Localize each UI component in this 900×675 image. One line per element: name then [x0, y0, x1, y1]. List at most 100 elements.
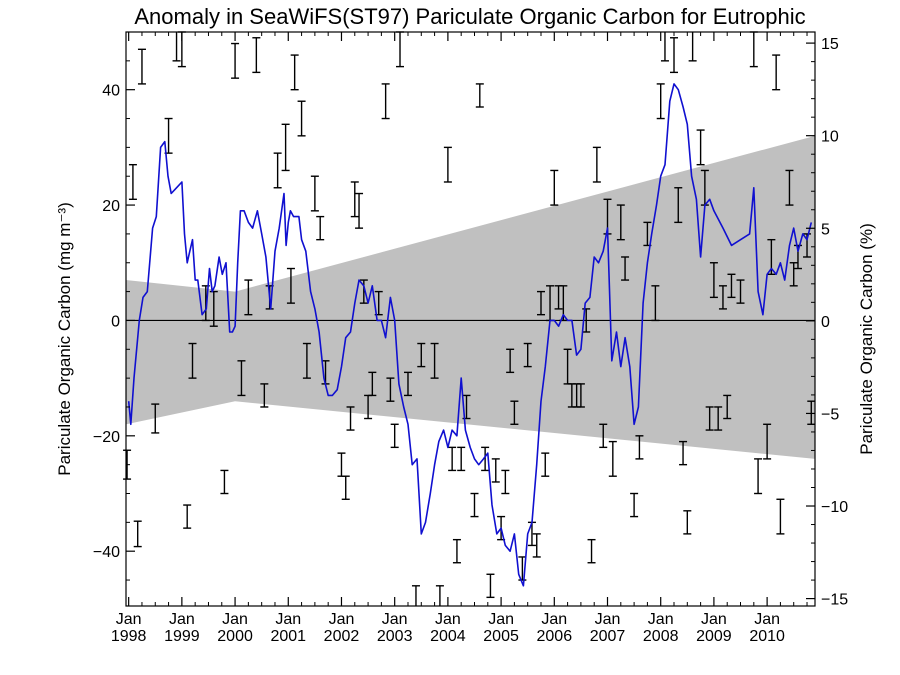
y-axis-label-right: Pariculate Organic Carbon (%): [857, 223, 876, 454]
x-tick-label-year: 2006: [537, 628, 573, 645]
error-bar: [599, 423, 608, 449]
x-tick-label-month: Jan: [275, 611, 301, 628]
error-bar: [486, 573, 495, 599]
error-bar: [491, 458, 500, 483]
error-bar: [630, 492, 639, 518]
error-bar: [183, 504, 192, 529]
error-bar: [452, 538, 461, 564]
error-bar: [763, 423, 772, 460]
error-bar: [749, 31, 758, 68]
error-bar: [244, 279, 253, 316]
error-bar: [128, 163, 137, 200]
error-bar: [316, 215, 325, 241]
error-bar: [172, 32, 181, 62]
plot-frame: [125, 31, 816, 607]
error-bar: [133, 520, 142, 548]
error-bar: [736, 279, 745, 304]
error-bar: [621, 256, 630, 281]
error-bar: [754, 458, 763, 495]
error-bar: [359, 279, 368, 304]
x-tick-label-month: Jan: [435, 611, 461, 628]
error-bar: [237, 360, 246, 397]
error-bar: [457, 446, 466, 472]
y-tick-label-right: −5: [821, 406, 839, 423]
x-tick-label-year: 2007: [590, 628, 626, 645]
error-bar: [396, 31, 405, 68]
error-bar: [510, 400, 519, 425]
error-bar: [231, 42, 240, 79]
error-bar: [137, 48, 146, 85]
y-axis-label-left: Pariculate Organic Carbon (mg m⁻³): [55, 202, 74, 476]
x-tick-label-month: Jan: [648, 611, 674, 628]
error-bar: [448, 446, 457, 472]
error-bar: [443, 146, 452, 183]
error-bar: [381, 83, 390, 120]
error-bar: [417, 342, 426, 368]
error-bar: [501, 469, 510, 495]
y-tick-label-right: 10: [821, 129, 839, 146]
x-tick-label-month: Jan: [169, 611, 195, 628]
error-bar: [696, 129, 705, 166]
error-bar: [403, 371, 412, 397]
error-bar: [582, 308, 591, 333]
error-bar: [679, 440, 688, 466]
x-tick-label-month: Jan: [222, 611, 248, 628]
error-bar: [337, 452, 346, 477]
error-bar: [430, 342, 439, 379]
y-tick-label-right: 5: [821, 221, 830, 238]
x-tick-label-year: 2002: [324, 628, 360, 645]
error-bar: [297, 100, 306, 137]
error-bar: [705, 406, 714, 431]
error-bar: [368, 371, 377, 397]
error-bar: [209, 290, 218, 327]
error-bar: [670, 37, 679, 74]
error-bar: [660, 32, 669, 62]
x-tick-label-year: 2009: [696, 628, 732, 645]
error-bar: [536, 290, 545, 316]
x-tick-label-year: 2008: [643, 628, 679, 645]
x-tick-label-month: Jan: [488, 611, 514, 628]
error-bar: [386, 377, 395, 402]
error-bar: [286, 267, 295, 304]
x-tick-label-month: Jan: [329, 611, 355, 628]
series-layer: [127, 83, 813, 587]
y-tick-label-right: −15: [821, 592, 848, 609]
y-tick-label-left: 0: [111, 313, 120, 330]
error-bar: [723, 394, 732, 420]
error-bar: [220, 469, 229, 495]
error-bar: [310, 175, 319, 212]
error-bar: [656, 83, 665, 120]
error-bar: [727, 273, 736, 299]
y-tick-label-left: −40: [93, 544, 120, 561]
x-tick-label-year: 2003: [377, 628, 413, 645]
x-tick-label-month: Jan: [116, 611, 142, 628]
x-tick-label-year: 2005: [483, 628, 519, 645]
error-bar: [789, 262, 798, 287]
y-tick-label-left: 40: [102, 83, 120, 100]
error-bar: [587, 538, 596, 564]
error-bar: [481, 446, 490, 472]
x-tick-label-year: 1998: [111, 628, 147, 645]
x-tick-label-month: Jan: [595, 611, 621, 628]
series-line: [127, 83, 813, 587]
y-tick-label-left: −20: [93, 429, 120, 446]
error-bar: [683, 510, 692, 535]
error-bar: [688, 32, 697, 62]
error-bar: [346, 406, 355, 431]
axes-layer: −40−2002040−15−10−5051015Jan1998Jan1999J…: [93, 32, 848, 645]
error-bar: [355, 192, 364, 229]
error-bar: [674, 187, 683, 224]
y-tick-label-right: −10: [821, 499, 848, 516]
chart-title: Anomaly in SeaWiFS(ST97) Pariculate Orga…: [134, 4, 805, 29]
error-bar: [785, 169, 794, 206]
error-bar: [290, 54, 299, 91]
error-bar: [709, 262, 718, 299]
uncertainty-band: [126, 135, 815, 459]
error-bar: [411, 585, 420, 606]
error-bar: [776, 498, 785, 535]
x-tick-label-year: 2004: [430, 628, 466, 645]
error-bar: [302, 342, 311, 379]
x-tick-label-year: 2000: [217, 628, 253, 645]
error-bar: [523, 342, 532, 368]
